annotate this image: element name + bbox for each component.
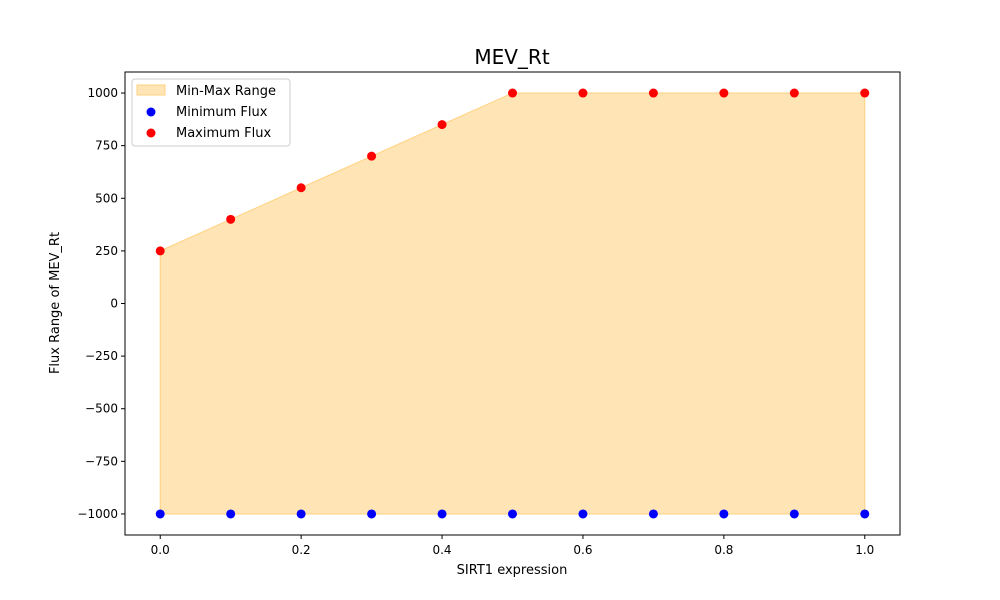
maximum-flux-point	[789, 88, 799, 98]
x-tick-label: 0.6	[573, 543, 592, 557]
plot-area	[124, 71, 901, 536]
y-tick-label: −1000	[77, 507, 118, 521]
minimum-flux-point	[860, 509, 870, 519]
y-tick-label: 250	[95, 244, 118, 258]
y-tick-label: 0	[110, 297, 118, 311]
x-tick-label: 0.0	[151, 543, 170, 557]
y-tick-label: 500	[95, 191, 118, 205]
minimum-flux-point	[226, 509, 236, 519]
minimum-flux-point	[648, 509, 658, 519]
y-tick-label: 750	[95, 139, 118, 153]
maximum-flux-point	[648, 88, 658, 98]
minimum-flux-point	[578, 509, 588, 519]
maximum-flux-point	[367, 151, 377, 161]
minimum-flux-point	[719, 509, 729, 519]
minimum-flux-point	[508, 509, 517, 519]
y-tick-label: −250	[85, 349, 118, 363]
minimum-flux-point	[296, 509, 306, 519]
maximum-flux-point	[508, 88, 517, 98]
legend-marker-max	[146, 128, 156, 138]
legend-swatch-range	[136, 84, 166, 96]
y-tick-label: −500	[85, 402, 118, 416]
x-tick-label: 0.8	[714, 543, 733, 557]
x-tick-label: 1.0	[855, 543, 874, 557]
min-max-range-area	[159, 92, 866, 515]
legend-label-min: Minimum Flux	[176, 105, 268, 120]
chart-title: MEV_Rt	[474, 45, 549, 69]
legend-label-range: Min-Max Range	[176, 84, 276, 99]
x-axis-label: SIRT1 expression	[457, 563, 568, 578]
y-axis-label: Flux Range of MEV_Rt	[48, 232, 63, 374]
maximum-flux-point	[226, 214, 236, 224]
y-tick-label: −750	[85, 454, 118, 468]
legend-box	[131, 78, 291, 147]
minimum-flux-point	[155, 509, 165, 519]
legend: Min-Max Range Minimum Flux Maximum Flux	[131, 78, 291, 147]
minimum-flux-point	[367, 509, 377, 519]
x-tick-label: 0.4	[432, 543, 451, 557]
maximum-flux-point	[437, 120, 447, 130]
maximum-flux-point	[860, 88, 870, 98]
maximum-flux-point	[578, 88, 588, 98]
y-tick-label: 1000	[87, 86, 118, 100]
x-tick-label: 0.2	[292, 543, 311, 557]
maximum-flux-point	[296, 183, 306, 193]
legend-label-max: Maximum Flux	[176, 126, 272, 141]
x-axis: 0.0 0.2 0.4 0.6 0.8 1.0	[151, 535, 874, 557]
legend-marker-min	[146, 107, 156, 117]
minimum-flux-point	[789, 509, 799, 519]
y-axis: −1000 −750 −500 −250 0 250 500 750 1000	[77, 86, 125, 521]
maximum-flux-point	[155, 246, 165, 256]
maximum-flux-point	[719, 88, 729, 98]
minimum-flux-point	[437, 509, 447, 519]
